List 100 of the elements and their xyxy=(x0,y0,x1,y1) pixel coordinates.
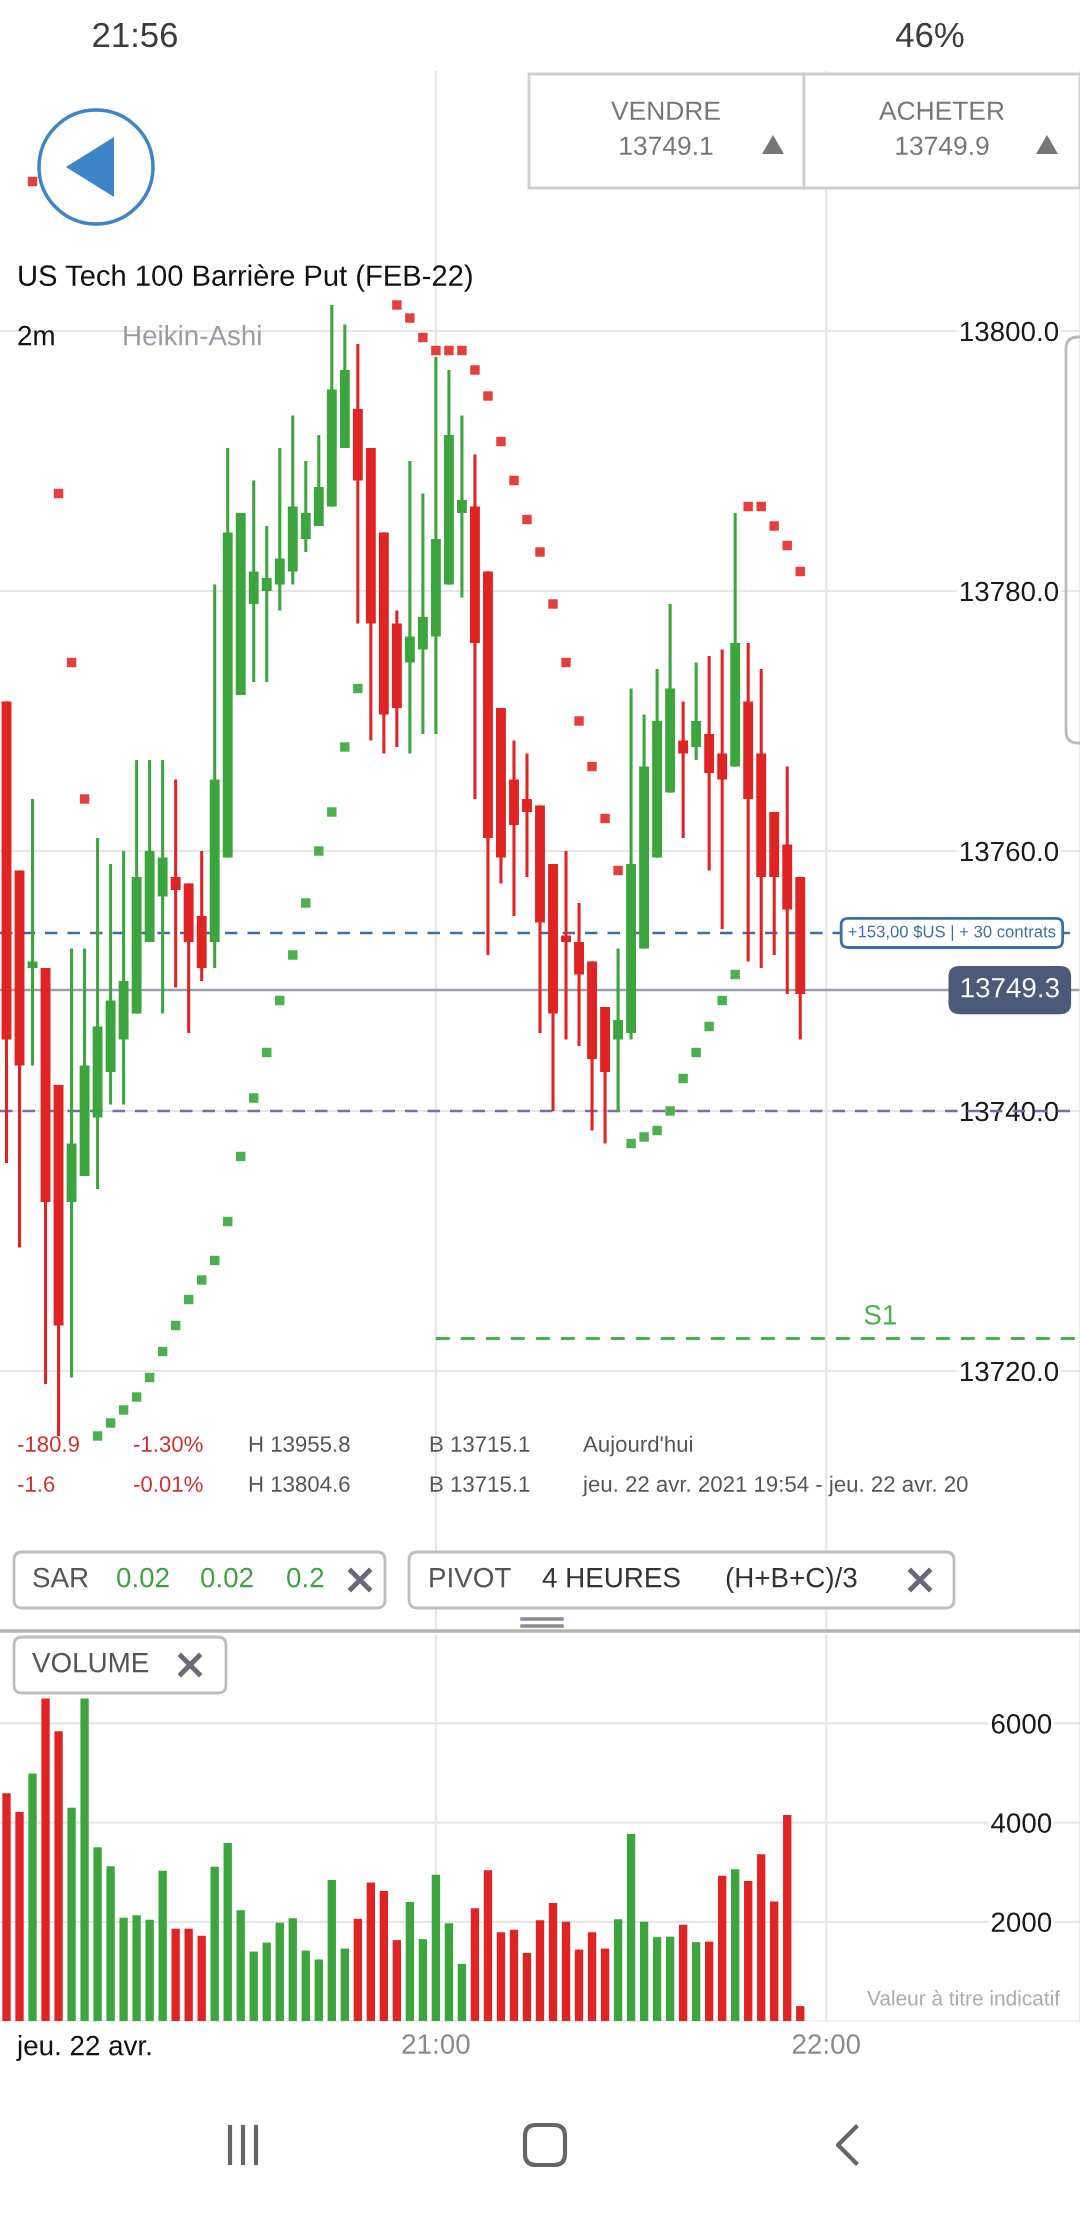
point xyxy=(353,683,363,694)
point xyxy=(223,1216,233,1227)
bar xyxy=(262,1942,271,2021)
point xyxy=(730,969,740,980)
point xyxy=(444,345,454,356)
bar xyxy=(327,1880,336,2021)
bar xyxy=(770,1901,779,2021)
bar xyxy=(744,1881,753,2021)
bar xyxy=(431,1874,441,2021)
bar xyxy=(249,1951,258,2021)
point xyxy=(691,1047,701,1058)
bar xyxy=(145,1919,154,2021)
point xyxy=(600,813,610,824)
bar xyxy=(639,1921,649,2021)
candlestick xyxy=(404,461,415,754)
candlestick xyxy=(613,948,624,1111)
series-label: S1 xyxy=(864,1305,896,1325)
bar xyxy=(184,1928,193,2021)
bar xyxy=(678,1924,688,2021)
point xyxy=(457,345,467,356)
point xyxy=(327,807,337,817)
point xyxy=(509,475,519,486)
point xyxy=(131,1392,142,1402)
point xyxy=(470,365,480,375)
point xyxy=(418,332,428,343)
point xyxy=(756,501,766,512)
bar xyxy=(197,1935,206,2021)
point xyxy=(53,488,64,499)
bar xyxy=(418,1939,428,2021)
point xyxy=(288,950,298,960)
annotation: VOLUME xyxy=(32,1652,149,1673)
y-tick-label: 13780.0 xyxy=(960,581,1059,602)
annotation: 0.02 xyxy=(117,1567,169,1588)
bar xyxy=(652,1937,662,2021)
annotation: jeu. 22 avr. 2021 19:54 - jeu. 22 avr. 20 xyxy=(582,1475,968,1497)
point xyxy=(665,1106,675,1116)
bar xyxy=(314,1959,323,2021)
bar xyxy=(106,1866,115,2021)
point xyxy=(249,1093,259,1103)
bar xyxy=(587,1932,597,2021)
point xyxy=(743,501,753,512)
y-tick-label: 13720.0 xyxy=(960,1361,1059,1382)
annotation: ACHETER xyxy=(879,101,1004,121)
annotation: 4 HEURES xyxy=(542,1567,680,1588)
bar xyxy=(158,1870,167,2021)
y-tick-label: 4000 xyxy=(991,1813,1052,1833)
text: US Tech 100 Barrière Put (FEB-22) xyxy=(19,264,472,292)
y-tick-label: 2000 xyxy=(991,1912,1052,1933)
annotation: H 13804.6 xyxy=(249,1476,350,1492)
bar xyxy=(405,1901,415,2021)
point xyxy=(522,514,532,525)
point xyxy=(183,1294,194,1305)
bar xyxy=(483,1870,493,2021)
bar xyxy=(704,1941,714,2021)
annotation: -0.01% xyxy=(133,1476,203,1492)
point xyxy=(144,1372,155,1383)
text: Heikin-Ashi xyxy=(124,325,261,346)
bar xyxy=(600,1948,610,2021)
bar xyxy=(691,1942,701,2021)
annotation: Aujourd'hui xyxy=(583,1435,692,1457)
point xyxy=(196,1275,207,1285)
bar xyxy=(561,1921,571,2021)
annotation: VENDRE xyxy=(611,101,720,120)
point xyxy=(236,1151,246,1162)
bar xyxy=(626,1833,636,2021)
point xyxy=(118,1405,129,1415)
bar xyxy=(41,1698,50,2021)
annotation: H 13955.8 xyxy=(249,1436,350,1452)
bar xyxy=(379,1891,389,2021)
point xyxy=(769,521,779,531)
point xyxy=(574,716,584,726)
candlestick xyxy=(170,779,181,988)
bar xyxy=(457,1963,467,2021)
bar xyxy=(796,2006,805,2021)
point xyxy=(782,540,792,551)
annotation: -1.30% xyxy=(133,1436,203,1452)
bar xyxy=(535,1920,545,2021)
point xyxy=(209,1255,220,1266)
bar xyxy=(2,1793,11,2021)
bar xyxy=(93,1847,102,2021)
y-tick-label: 13800.0 xyxy=(960,321,1059,342)
bar xyxy=(80,1698,89,2021)
text: 46% xyxy=(896,22,964,48)
text: 21:56 xyxy=(93,22,177,48)
point xyxy=(157,1346,168,1357)
bar xyxy=(392,1940,402,2021)
candlestick xyxy=(261,526,272,682)
x-tick-label: 21:00 xyxy=(402,2034,470,2054)
bar xyxy=(288,1918,297,2021)
bar xyxy=(132,1915,141,2021)
y-tick-label: 6000 xyxy=(991,1713,1052,1734)
point xyxy=(392,300,402,310)
annotation: B 13715.1 xyxy=(430,1436,530,1452)
point xyxy=(535,547,545,557)
point xyxy=(639,1132,649,1142)
bar xyxy=(171,1928,180,2021)
bar xyxy=(757,1854,766,2021)
point xyxy=(66,657,77,668)
bar xyxy=(54,1731,63,2021)
point xyxy=(587,761,597,772)
